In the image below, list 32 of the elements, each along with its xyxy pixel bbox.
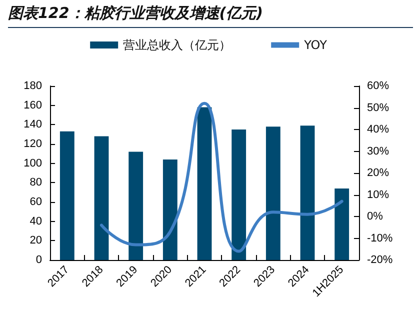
bar bbox=[128, 152, 144, 260]
y-tick-label: 40 bbox=[30, 215, 42, 228]
y2-tick-label: 50% bbox=[367, 102, 390, 114]
y-tick-label: 160 bbox=[24, 99, 42, 112]
y2-tick-label: -10% bbox=[367, 232, 393, 244]
y2-tick-label: 20% bbox=[367, 167, 390, 179]
y2-tick-label: 40% bbox=[367, 124, 390, 136]
y-tick-label: 20 bbox=[30, 234, 42, 247]
y2-tick-label: 60% bbox=[367, 80, 390, 92]
bar bbox=[334, 188, 350, 260]
y-tick-label: 140 bbox=[24, 118, 42, 131]
y2-tick-label: -20% bbox=[367, 254, 393, 266]
y-tick-label: 120 bbox=[24, 138, 42, 150]
bar bbox=[94, 136, 109, 260]
legend-label: YOY bbox=[303, 38, 328, 52]
bar bbox=[162, 159, 178, 260]
line-series bbox=[100, 102, 344, 253]
y2-tick-label: 30% bbox=[367, 145, 390, 158]
bar bbox=[197, 107, 212, 260]
y-tick-label: 60 bbox=[30, 196, 42, 208]
y-tick-label: 100 bbox=[24, 157, 42, 170]
y-tick-label: 80 bbox=[30, 176, 42, 189]
bar bbox=[60, 131, 74, 260]
bar bbox=[266, 126, 280, 260]
chart-title: 图表122：粘胶行业营收及增速(亿元) bbox=[8, 4, 413, 28]
bar bbox=[232, 130, 246, 260]
legend-label: 营业总收入（亿元） bbox=[123, 38, 232, 52]
y-tick-label: 0 bbox=[36, 254, 42, 266]
y2-tick-label: 0% bbox=[367, 210, 384, 222]
bar bbox=[300, 126, 315, 260]
y-tick-label: 180 bbox=[24, 80, 42, 92]
y2-tick-label: 10% bbox=[367, 188, 390, 201]
